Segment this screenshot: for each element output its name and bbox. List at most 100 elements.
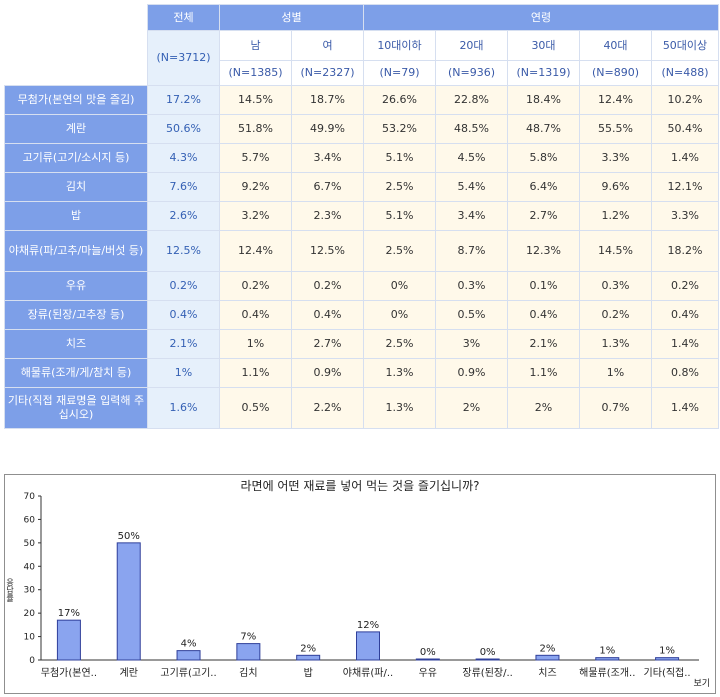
sub-header: 30대 <box>507 30 580 61</box>
x-tick-label: 고기류(고기.. <box>160 667 216 679</box>
cell-value: 0.5% <box>219 387 292 429</box>
bar <box>56 619 81 661</box>
cell-value: 55.5% <box>579 114 652 144</box>
cell-total: 7.6% <box>147 172 220 202</box>
cell-value: 0.9% <box>291 358 364 388</box>
cell-value: 3% <box>435 329 508 359</box>
row-label: 해물류(조개/게/참치 등) <box>4 358 148 388</box>
table-row: 치즈 2.1% 1% 2.7% 2.5% 3% 2.1% 1.3% 1.4% <box>4 329 719 359</box>
cell-value: 12.1% <box>651 172 719 202</box>
cell-value: 2% <box>507 387 580 429</box>
cell-value: 3.4% <box>435 201 508 231</box>
cell-value: 3.3% <box>579 143 652 173</box>
cell-value: 5.1% <box>363 143 436 173</box>
bar <box>535 654 560 661</box>
cell-value: 2% <box>435 387 508 429</box>
sub-header: 남 <box>219 30 292 61</box>
cell-value: 0.4% <box>291 300 364 330</box>
sub-header-n: (N=890) <box>579 60 652 86</box>
y-tick-label: 60 <box>24 515 36 525</box>
bar-data-label: 17% <box>58 608 80 619</box>
cell-total: 0.4% <box>147 300 220 330</box>
y-tick-label: 20 <box>24 609 36 619</box>
table-row: 기타(직접 재료명을 입력해 주십시오) 1.6% 0.5% 2.2% 1.3% 2% 2%… <box>4 387 719 429</box>
sub-header: 10대이하 <box>363 30 436 61</box>
bar-chart: 라면에 어떤 재료를 넣어 먹는 것을 즐기십니까? 응답률 보기 0 10 20 3… <box>4 474 716 694</box>
cell-value: 1.1% <box>507 358 580 388</box>
bar <box>595 657 620 661</box>
row-label: 치즈 <box>4 329 148 359</box>
cell-value: 2.5% <box>363 230 436 272</box>
bar-data-label: 7% <box>240 632 256 643</box>
bar-data-label: 0% <box>480 647 496 658</box>
y-tick-label: 40 <box>24 562 36 572</box>
cell-total: 4.3% <box>147 143 220 173</box>
cell-total: 50.6% <box>147 114 220 144</box>
x-tick-label: 무첨가(본연.. <box>41 667 97 679</box>
bar <box>116 542 141 661</box>
sub-header: 여 <box>291 30 364 61</box>
corner-blank <box>4 4 148 61</box>
cell-total: 1.6% <box>147 387 220 429</box>
cell-value: 1.3% <box>363 387 436 429</box>
cell-value: 2.1% <box>507 329 580 359</box>
bar <box>236 643 261 661</box>
y-tick-label: 10 <box>24 633 36 643</box>
cell-value: 1.4% <box>651 329 719 359</box>
cell-value: 1.4% <box>651 143 719 173</box>
cell-value: 4.5% <box>435 143 508 173</box>
cell-value: 2.7% <box>291 329 364 359</box>
cell-total: 1% <box>147 358 220 388</box>
bar <box>356 631 380 661</box>
bar <box>655 657 680 661</box>
cell-value: 22.8% <box>435 85 508 115</box>
col-header-age: 연령 <box>363 4 719 31</box>
cell-value: 49.9% <box>291 114 364 144</box>
cell-value: 48.7% <box>507 114 580 144</box>
sub-header-n: (N=936) <box>435 60 508 86</box>
cell-value: 5.8% <box>507 143 580 173</box>
cell-value: 1.2% <box>579 201 652 231</box>
cell-value: 12.4% <box>219 230 292 272</box>
table-row: 무첨가(본연의 맛을 즐김) 17.2% 14.5% 18.7% 26.6% 22.8% 1… <box>4 85 719 115</box>
cell-value: 2.5% <box>363 329 436 359</box>
cell-value: 50.4% <box>651 114 719 144</box>
table-row: 계란 50.6% 51.8% 49.9% 53.2% 48.5% 48.7% 55.5% 50.… <box>4 114 719 144</box>
chart-panel: 라면에 어떤 재료를 넣어 먹는 것을 즐기십니까? 응답률 보기 0 10 20 3… <box>4 474 716 694</box>
cell-value: 3.3% <box>651 201 719 231</box>
cell-value: 0.7% <box>579 387 652 429</box>
cell-value: 1.3% <box>363 358 436 388</box>
results-table: 전체 성별 연령 (N=3712) 남 여 10대이하 20대 30대 40대 … <box>4 4 719 429</box>
cell-value: 0.3% <box>579 271 652 301</box>
y-tick-label: 0 <box>29 656 35 666</box>
x-tick-label: 치즈 <box>538 667 556 679</box>
y-tick-label: 50 <box>24 539 36 549</box>
bar-data-label: 12% <box>357 620 379 631</box>
cell-value: 53.2% <box>363 114 436 144</box>
row-label: 장류(된장/고추장 등) <box>4 300 148 330</box>
row-label: 김치 <box>4 172 148 202</box>
cell-value: 1.3% <box>579 329 652 359</box>
y-tick-label: 70 <box>24 492 36 502</box>
x-tick-label: 계란 <box>120 667 138 679</box>
sub-header: 40대 <box>579 30 652 61</box>
table-row: 고기류(고기/소시지 등) 4.3% 5.7% 3.4% 5.1% 4.5% 5.8% 3.3… <box>4 143 719 173</box>
y-axis-label: 응답률 <box>5 578 14 602</box>
cell-value: 2.3% <box>291 201 364 231</box>
total-n: (N=3712) <box>147 30 220 86</box>
chart-title: 라면에 어떤 재료를 넣어 먹는 것을 즐기십니까? <box>240 479 479 493</box>
cell-total: 0.2% <box>147 271 220 301</box>
col-header-total: 전체 <box>147 4 220 31</box>
cell-value: 0% <box>363 271 436 301</box>
row-label: 고기류(고기/소시지 등) <box>4 143 148 173</box>
sub-header: 50대이상 <box>651 30 719 61</box>
col-header-gender: 성별 <box>219 4 364 31</box>
x-tick-label: 김치 <box>239 667 257 679</box>
cell-value: 0.4% <box>507 300 580 330</box>
sub-header: 20대 <box>435 30 508 61</box>
row-label: 야채류(파/고추/마늘/버섯 등) <box>4 230 148 272</box>
sub-header-n: (N=488) <box>651 60 719 86</box>
bar-data-label: 2% <box>540 643 556 654</box>
row-label: 기타(직접 재료명을 입력해 주십시오) <box>4 387 148 429</box>
cell-value: 0.5% <box>435 300 508 330</box>
